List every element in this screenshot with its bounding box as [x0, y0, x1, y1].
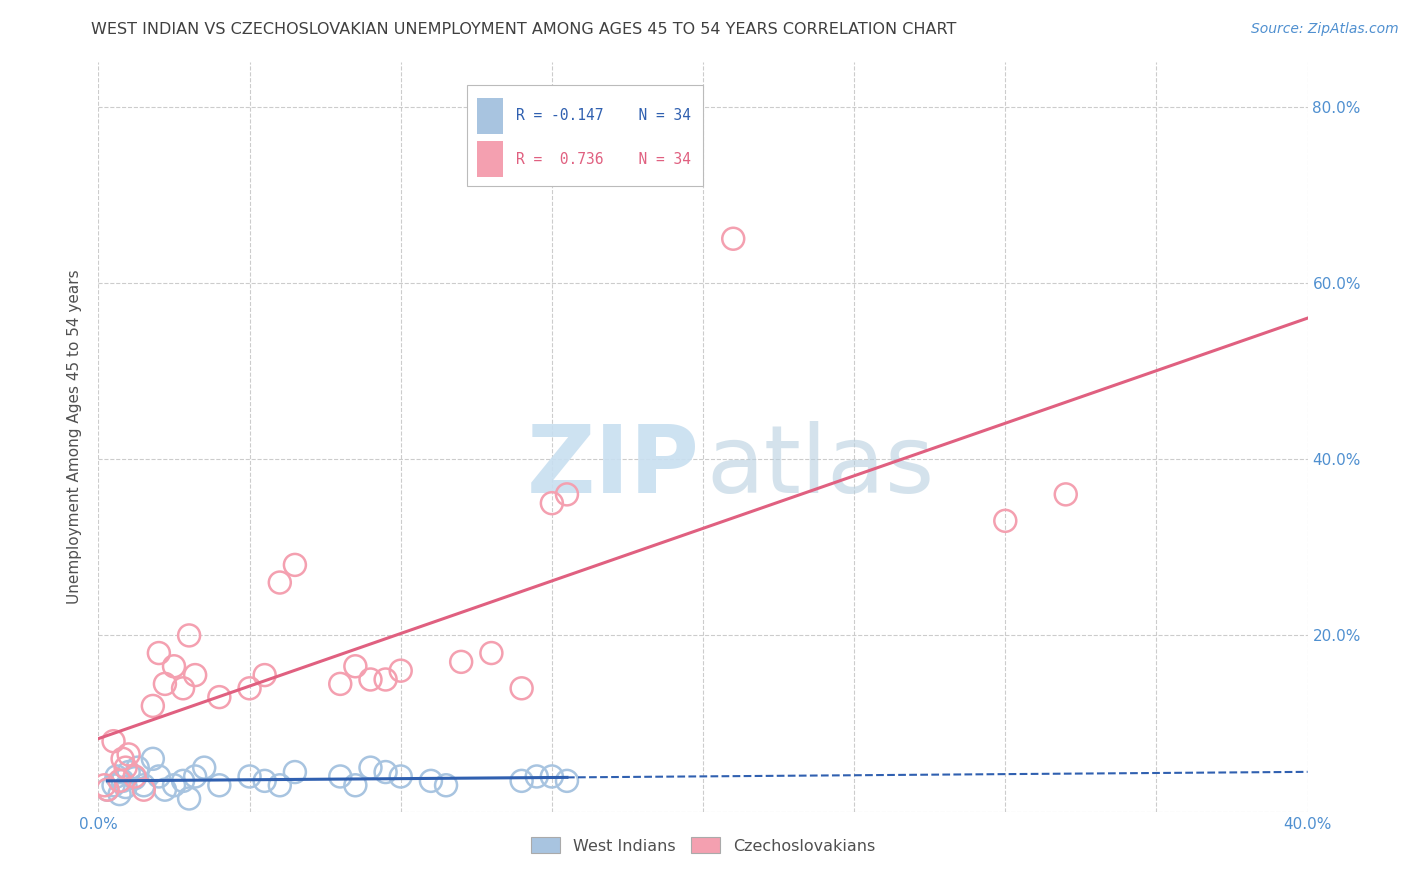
- Point: [389, 769, 412, 783]
- Point: [284, 765, 307, 780]
- Point: [184, 668, 207, 682]
- Point: [540, 769, 562, 783]
- Text: R = -0.147    N = 34: R = -0.147 N = 34: [516, 108, 690, 123]
- Text: atlas: atlas: [707, 421, 935, 513]
- Point: [510, 773, 533, 788]
- Text: WEST INDIAN VS CZECHOSLOVAKIAN UNEMPLOYMENT AMONG AGES 45 TO 54 YEARS CORRELATIO: WEST INDIAN VS CZECHOSLOVAKIAN UNEMPLOYM…: [91, 22, 956, 37]
- Point: [526, 769, 548, 783]
- Point: [142, 752, 165, 766]
- Point: [374, 673, 396, 687]
- Point: [124, 769, 146, 783]
- Point: [420, 773, 443, 788]
- Point: [1054, 487, 1077, 501]
- Point: [153, 677, 176, 691]
- Point: [481, 646, 503, 660]
- Point: [111, 752, 134, 766]
- Point: [105, 769, 128, 783]
- Point: [118, 747, 141, 762]
- Point: [994, 514, 1017, 528]
- Point: [193, 761, 215, 775]
- Point: [389, 664, 412, 678]
- Point: [374, 765, 396, 780]
- FancyBboxPatch shape: [467, 85, 703, 186]
- Legend: West Indians, Czechoslovakians: West Indians, Czechoslovakians: [524, 830, 882, 860]
- Point: [510, 681, 533, 696]
- Point: [142, 698, 165, 713]
- Point: [163, 659, 186, 673]
- Point: [127, 761, 149, 775]
- Point: [132, 782, 155, 797]
- Point: [344, 659, 367, 673]
- Point: [723, 232, 745, 246]
- Point: [360, 673, 382, 687]
- Point: [208, 690, 231, 705]
- Point: [148, 769, 170, 783]
- Point: [111, 773, 134, 788]
- Point: [114, 761, 136, 775]
- Point: [450, 655, 472, 669]
- FancyBboxPatch shape: [477, 141, 503, 178]
- Text: R =  0.736    N = 34: R = 0.736 N = 34: [516, 152, 690, 167]
- Point: [103, 778, 125, 792]
- FancyBboxPatch shape: [477, 97, 503, 134]
- Point: [360, 761, 382, 775]
- Point: [163, 778, 186, 792]
- Text: ZIP: ZIP: [526, 421, 699, 513]
- Point: [148, 646, 170, 660]
- Point: [239, 769, 262, 783]
- Point: [253, 668, 276, 682]
- Point: [269, 575, 291, 590]
- Point: [555, 487, 578, 501]
- Point: [108, 773, 131, 788]
- Point: [184, 769, 207, 783]
- Point: [329, 677, 352, 691]
- Point: [208, 778, 231, 792]
- Point: [172, 681, 194, 696]
- Point: [269, 778, 291, 792]
- Point: [284, 558, 307, 572]
- Y-axis label: Unemployment Among Ages 45 to 54 years: Unemployment Among Ages 45 to 54 years: [67, 269, 83, 605]
- Point: [124, 771, 146, 785]
- Point: [103, 734, 125, 748]
- Point: [179, 628, 201, 642]
- Text: Source: ZipAtlas.com: Source: ZipAtlas.com: [1251, 22, 1399, 37]
- Point: [96, 782, 118, 797]
- Point: [179, 791, 201, 805]
- Point: [108, 787, 131, 801]
- Point: [434, 778, 457, 792]
- Point: [540, 496, 562, 510]
- Point: [555, 773, 578, 788]
- Point: [253, 773, 276, 788]
- Point: [329, 769, 352, 783]
- Point: [239, 681, 262, 696]
- Point: [344, 778, 367, 792]
- Point: [118, 765, 141, 780]
- Point: [114, 780, 136, 794]
- Point: [153, 782, 176, 797]
- Point: [93, 778, 115, 792]
- Point: [96, 782, 118, 797]
- Point: [172, 773, 194, 788]
- Point: [132, 778, 155, 792]
